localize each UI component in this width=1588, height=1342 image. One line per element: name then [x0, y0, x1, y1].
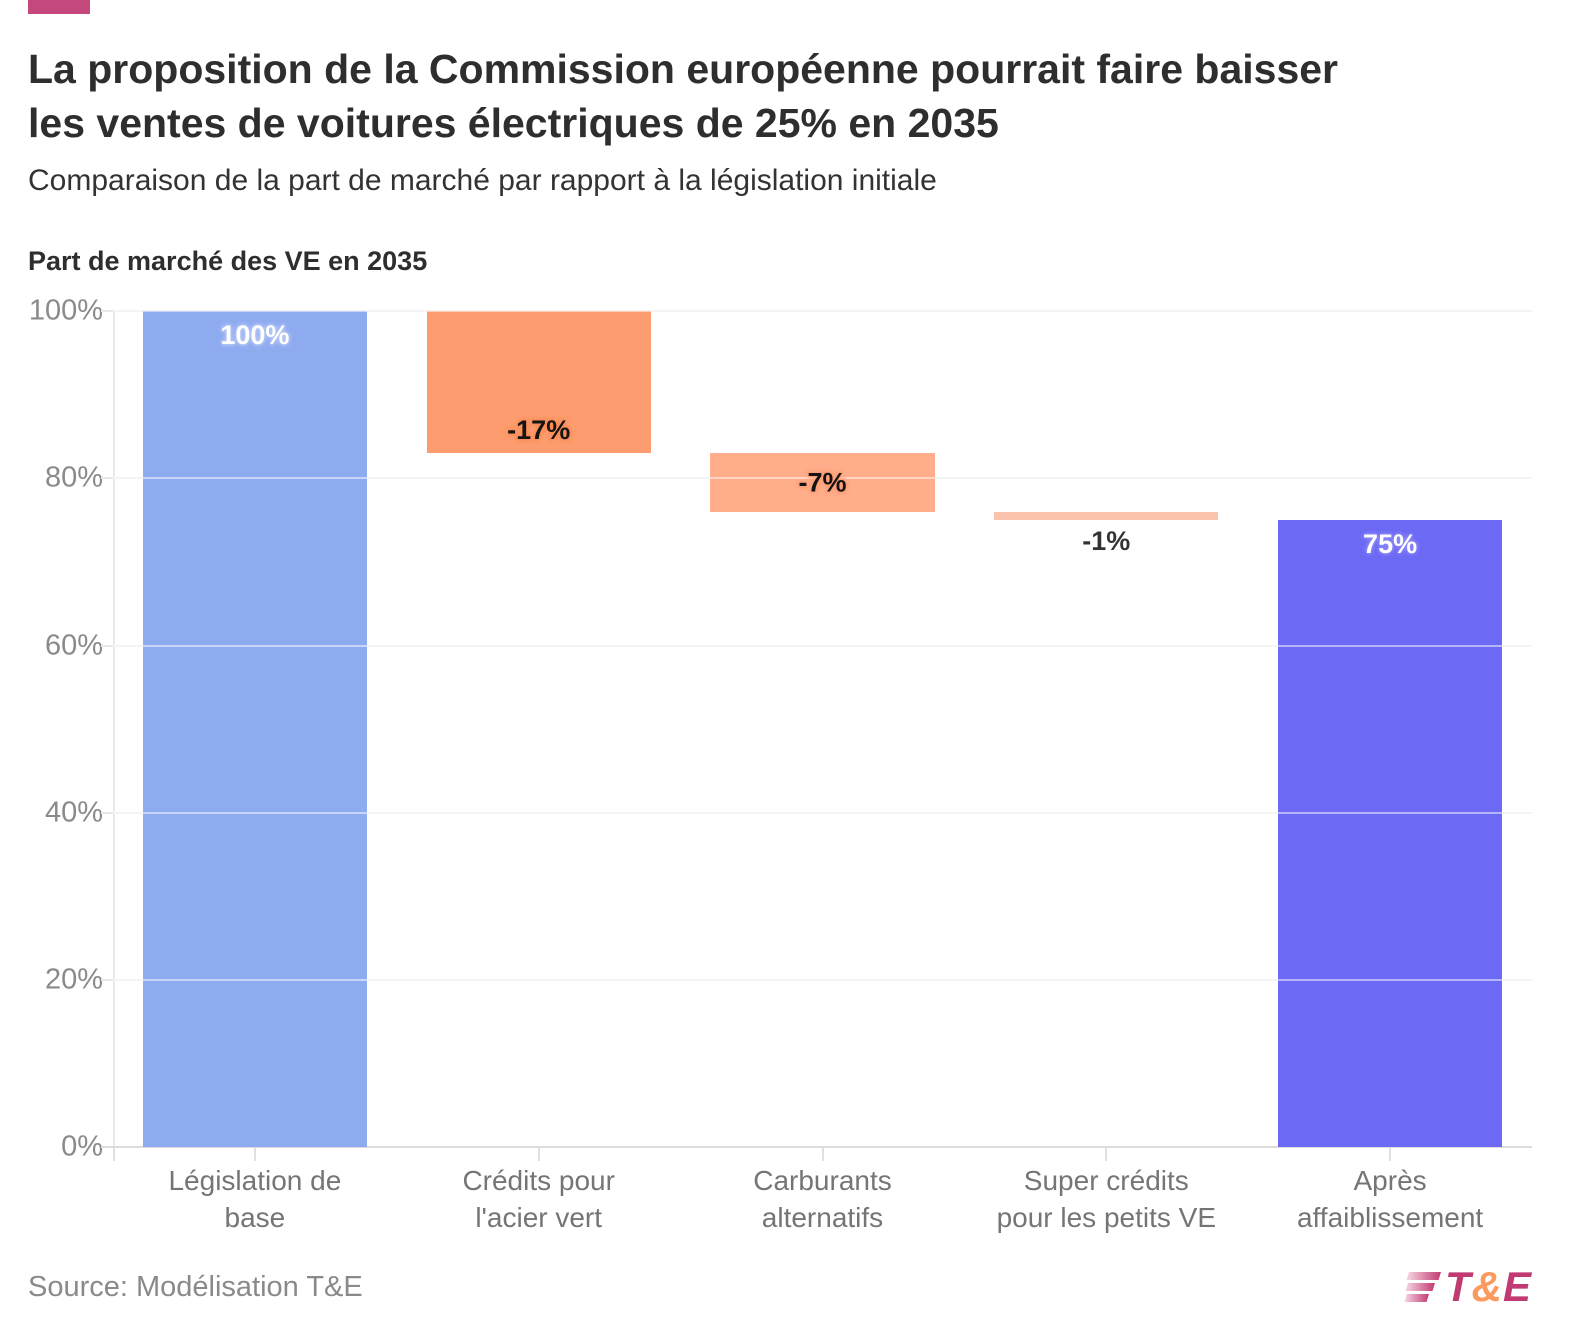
x-category-label-line: Super crédits: [1023, 1165, 1189, 1197]
value-label-2: -17%: [507, 415, 571, 446]
gridline-overlay: [113, 310, 1532, 313]
x-tick: [1389, 1147, 1392, 1162]
bar-1: [142, 311, 367, 1148]
x-category-label-line: l'acier vert: [475, 1202, 603, 1234]
x-category-label-line: Carburants: [753, 1165, 892, 1197]
page-subtitle: Comparaison de la part de marché par rap…: [28, 164, 937, 198]
accent-bar: [28, 0, 90, 14]
x-category-label-line: alternatifs: [761, 1202, 884, 1234]
x-category-label-3: Carburants alternatifs: [681, 1163, 965, 1237]
te-logo-mark-icon: [1404, 1272, 1441, 1303]
gridline-overlay: [113, 811, 1532, 814]
x-category-label-4: Super crédits pour les petits VE: [964, 1163, 1248, 1237]
y-tick-label: 0%: [61, 1130, 103, 1163]
x-category-label-line: Législation de: [168, 1165, 342, 1197]
x-tick: [821, 1147, 824, 1162]
x-category-label-2: Crédits pour l'acier vert: [397, 1163, 681, 1237]
bar-5: [1277, 520, 1503, 1148]
x-category-label-line: pour les petits VE: [996, 1202, 1217, 1234]
te-logo-letter-t: T: [1444, 1263, 1472, 1311]
x-category-label-5: Après affaiblissement: [1248, 1163, 1532, 1237]
source-note: Source: Modélisation T&E: [28, 1270, 363, 1303]
chart-axis-title: Part de marché des VE en 2035: [28, 246, 428, 277]
y-tick-label: 60%: [44, 629, 103, 662]
x-category-label-1: Législation de base: [113, 1163, 397, 1237]
value-label-1: 100%: [220, 320, 290, 351]
bar-3: [710, 453, 935, 512]
gridline-overlay: [113, 979, 1532, 982]
te-logo-ampersand: &: [1471, 1263, 1503, 1311]
te-logo-letter-e: E: [1502, 1263, 1532, 1311]
x-tick: [537, 1147, 540, 1162]
x-tick: [1105, 1147, 1108, 1162]
page-title-line-1: La proposition de la Commission européen…: [28, 46, 1338, 92]
x-category-label-line: base: [224, 1202, 286, 1234]
y-tick-label: 100%: [28, 294, 103, 327]
value-label-5: 75%: [1363, 529, 1418, 560]
te-logo: T&E: [1395, 1263, 1532, 1311]
value-label-3: -7%: [798, 467, 847, 498]
y-axis: 0% 20% 40% 60% 80% 100%: [28, 295, 113, 1163]
x-tick: [253, 1147, 256, 1162]
bar-4: [994, 511, 1219, 521]
y-tick-label: 40%: [44, 796, 103, 829]
plot-area: 100% -17% -7% -1% 75%: [101, 310, 1532, 1162]
bar-2: [426, 311, 651, 454]
page-title: La proposition de la Commission européen…: [28, 42, 1532, 150]
x-axis-labels: Législation de base Crédits pour l'acier ve…: [113, 1163, 1532, 1237]
waterfall-chart: 0% 20% 40% 60% 80% 100% 100% -17% -7% -1% 75%: [28, 295, 1532, 1163]
y-tick-label: 80%: [44, 461, 103, 494]
te-logo-text: T&E: [1445, 1263, 1532, 1311]
gridline-overlay: [113, 477, 1532, 480]
plot-left-axis-line: [113, 311, 115, 1148]
value-label-4: -1%: [1082, 526, 1131, 557]
page: La proposition de la Commission européen…: [28, 0, 1532, 1311]
x-category-label-line: Après: [1353, 1165, 1427, 1197]
y-tick-label: 20%: [44, 963, 103, 996]
x-category-label-line: Crédits pour: [462, 1165, 615, 1197]
gridline-overlay: [113, 644, 1532, 647]
x-category-label-line: affaiblissement: [1296, 1202, 1484, 1234]
footer: Source: Modélisation T&E T&E: [28, 1263, 1532, 1311]
x-tick: [113, 1147, 115, 1162]
gridline: [101, 1146, 1532, 1149]
page-title-line-2: les ventes de voitures électriques de 25…: [28, 100, 999, 147]
